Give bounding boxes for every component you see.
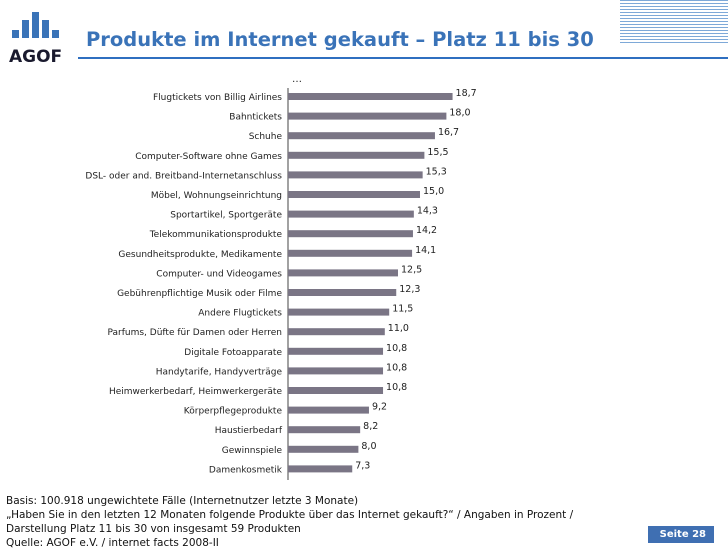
category-label: Möbel, Wohnungseinrichtung [151, 191, 282, 201]
value-label: 15,3 [426, 166, 447, 177]
bar [288, 112, 447, 120]
bar [288, 171, 423, 179]
category-label: Körperpflegeprodukte [184, 407, 283, 417]
footnote-base: Basis: 100.918 ungewichtete Fälle (Inter… [6, 495, 359, 507]
value-label: 14,2 [416, 225, 437, 236]
category-label: Gewinnspiele [222, 446, 283, 456]
value-label: 14,3 [417, 206, 438, 217]
category-label: Computer-Software ohne Games [135, 152, 282, 162]
category-label: Flugtickets von Billig Airlines [153, 93, 282, 103]
value-label: 7,3 [355, 460, 370, 471]
logo-bar-5 [52, 30, 59, 38]
bar [288, 387, 384, 394]
category-label: Digitale Fotoapparate [184, 348, 282, 358]
bar [288, 406, 369, 414]
category-label: Gesundheitsprodukte, Medikamente [118, 250, 282, 260]
footnote-question: „Haben Sie in den letzten 12 Monaten fol… [6, 509, 574, 521]
value-label: 12,5 [401, 264, 422, 275]
bar [288, 426, 361, 434]
bar [288, 269, 398, 277]
footnote-source: Quelle: AGOF e.V. / internet facts 2008-… [6, 537, 219, 549]
value-label: 18,7 [456, 88, 477, 99]
category-label: Schuhe [249, 132, 283, 142]
value-label: 11,5 [392, 304, 413, 315]
bar [288, 93, 453, 100]
value-label: 9,2 [372, 402, 387, 413]
bar [288, 367, 384, 375]
bar-chart: … Flugtickets von Billig Airlines 18,7 Bah… [85, 74, 477, 480]
bar [288, 308, 390, 316]
category-label: Haustierbedarf [215, 426, 283, 436]
value-label: 8,2 [363, 421, 378, 432]
logo-bar-4 [42, 20, 49, 38]
category-label: Parfums, Düfte für Damen oder Herren [107, 328, 282, 338]
category-label: DSL- oder and. Breitband-Internetanschlu… [85, 171, 282, 181]
title-divider [78, 57, 728, 59]
bar [288, 328, 385, 336]
category-label: Handytarife, Handyverträge [156, 367, 283, 377]
category-label: Sportartikel, Sportgeräte [170, 211, 282, 221]
category-label: Heimwerkerbedarf, Heimwerkergeräte [109, 387, 283, 397]
bar [288, 230, 413, 238]
agof-logo: AGOF [4, 6, 74, 67]
value-label: 15,5 [427, 147, 448, 158]
value-label: 16,7 [438, 127, 459, 138]
bar [288, 465, 353, 473]
bar [288, 132, 435, 140]
value-label: 18,0 [449, 108, 470, 119]
bar [288, 289, 397, 296]
category-label: Computer- und Videogames [156, 269, 282, 279]
category-label: Telekommunikationsprodukte [149, 230, 283, 240]
value-label: 14,1 [415, 245, 436, 256]
value-label: 12,3 [399, 284, 420, 295]
logo-text: AGOF [9, 47, 62, 66]
bar [288, 249, 413, 257]
value-label: 8,0 [361, 441, 376, 452]
value-label: 11,0 [388, 323, 409, 334]
bar [288, 191, 420, 198]
value-label: 10,8 [386, 362, 407, 373]
bar [288, 347, 384, 355]
bar [288, 445, 359, 453]
category-label: Bahntickets [229, 113, 282, 123]
footnote-scope: Darstellung Platz 11 bis 30 von insgesam… [6, 523, 301, 535]
chart-ellipsis: … [292, 74, 302, 85]
logo-bar-3 [32, 12, 39, 38]
bar [288, 151, 425, 159]
logo-bar-1 [12, 30, 19, 38]
category-label: Andere Flugtickets [198, 309, 282, 319]
value-label: 15,0 [423, 186, 444, 197]
decorative-stripes [620, 0, 728, 46]
category-label: Gebührenpflichtige Musik oder Filme [117, 289, 282, 299]
page-title: Produkte im Internet gekauft – Platz 11 … [86, 28, 594, 51]
value-label: 10,8 [386, 382, 407, 393]
bar [288, 210, 414, 218]
category-label: Damenkosmetik [209, 465, 283, 475]
value-label: 10,8 [386, 343, 407, 354]
page-number: Seite 28 [647, 526, 714, 543]
logo-bar-2 [22, 20, 29, 38]
footnote: Basis: 100.918 ungewichtete Fälle (Inter… [6, 494, 573, 550]
